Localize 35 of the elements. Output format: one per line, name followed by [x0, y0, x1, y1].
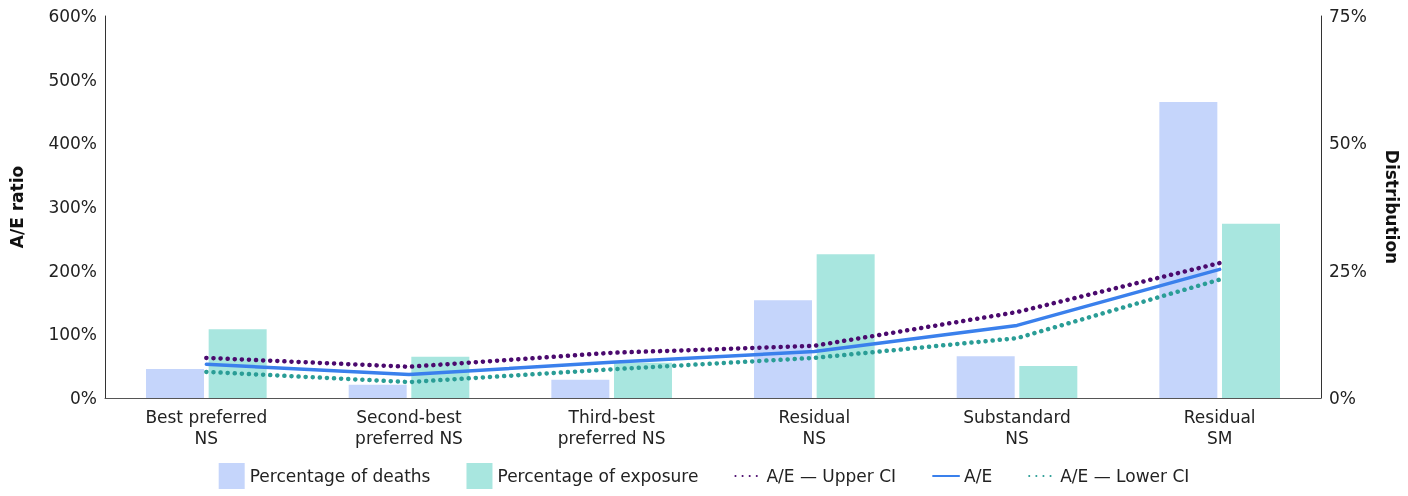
bar: [1221, 223, 1280, 398]
y2-tick-label: 50%: [1329, 133, 1367, 154]
y-tick-label: 100%: [48, 324, 97, 345]
bar: [816, 254, 875, 398]
y2-axis-title: Distribution: [1381, 149, 1402, 265]
bar: [146, 368, 205, 398]
legend-label: A/E — Lower CI: [1060, 466, 1190, 486]
legend-label: Percentage of deaths: [249, 466, 431, 486]
bar: [956, 356, 1015, 398]
y2-tick-label: 75%: [1329, 6, 1367, 26]
y-tick-label: 500%: [48, 69, 97, 90]
bar: [613, 362, 672, 398]
bar: [551, 379, 610, 398]
y-tick-label: 300%: [48, 197, 97, 217]
y-tick-label: 600%: [48, 6, 97, 26]
legend-label: Percentage of exposure: [497, 466, 699, 486]
legend-label: A/E: [964, 466, 993, 486]
y2-tick-label: 25%: [1329, 260, 1367, 281]
x-tick-label: Residual NS: [778, 406, 851, 448]
x-tick-label: Residual SM: [1183, 406, 1256, 448]
bar: [348, 384, 407, 398]
legend-label: A/E — Upper CI: [766, 466, 897, 486]
line-series: [204, 277, 1222, 385]
y2-tick-label: 0%: [1329, 388, 1356, 408]
bar: [1019, 365, 1078, 398]
y-tick-label: 0%: [70, 388, 97, 408]
x-tick-label: Best preferred NS: [145, 406, 268, 448]
bar: [754, 300, 813, 398]
x-tick-label: Third-best preferred NS: [557, 406, 666, 448]
x-tick-label: Second-best preferred NS: [355, 406, 463, 448]
y-tick-label: 400%: [48, 133, 97, 154]
x-tick-label: Substandard NS: [963, 406, 1071, 448]
y-axis-title: A/E ratio: [6, 165, 27, 249]
bar: [1159, 102, 1218, 398]
y-tick-label: 200%: [48, 260, 97, 281]
